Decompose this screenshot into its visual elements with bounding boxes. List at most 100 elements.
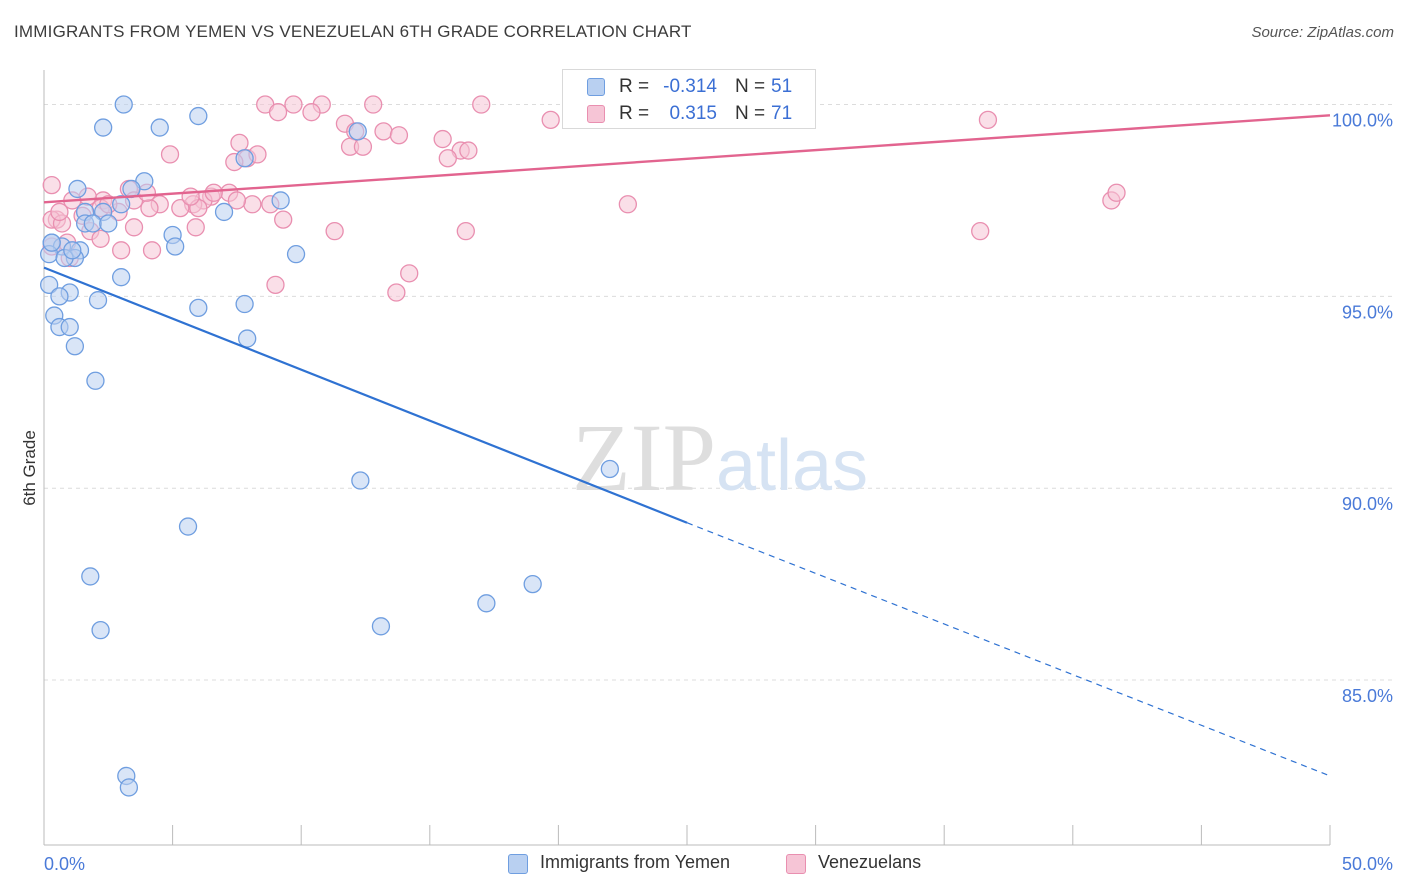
data-point	[438, 149, 457, 168]
data-point	[50, 202, 69, 222]
data-point	[114, 95, 133, 114]
x-tick-label: 0.0%	[44, 854, 85, 874]
data-point	[91, 229, 110, 248]
bottom-legend-label: Venezuelans	[818, 852, 922, 872]
data-point	[271, 191, 290, 210]
data-point	[978, 110, 998, 130]
chart-source: Source: ZipAtlas.com	[1251, 24, 1394, 41]
data-point	[42, 233, 61, 252]
y-tick-label: 90.0%	[1342, 494, 1393, 514]
trend-lines	[43, 114, 1331, 777]
data-point	[166, 237, 185, 256]
data-point	[50, 287, 69, 306]
data-point	[119, 778, 139, 797]
trend-line-yemen-extrapolated	[686, 522, 1331, 777]
n-label: N =	[735, 103, 766, 124]
data-point	[189, 106, 208, 126]
data-point	[204, 183, 223, 202]
data-point	[142, 241, 162, 260]
data-point	[235, 149, 254, 168]
data-point	[364, 95, 383, 114]
data-point	[374, 122, 393, 141]
chart-title: IMMIGRANTS FROM YEMEN VS VENEZUELAN 6TH …	[14, 22, 692, 41]
data-point	[459, 141, 478, 160]
data-point	[189, 298, 208, 318]
data-point	[348, 122, 367, 141]
data-point	[181, 187, 200, 206]
data-point	[178, 517, 198, 536]
data-point	[63, 241, 82, 260]
data-point	[302, 103, 321, 122]
data-point	[160, 145, 180, 164]
data-point	[39, 275, 59, 295]
data-point	[266, 275, 285, 295]
data-point	[171, 198, 190, 218]
y-tick-label: 100.0%	[1332, 111, 1393, 131]
data-point	[60, 317, 79, 337]
data-point	[274, 210, 293, 229]
data-point	[1107, 183, 1126, 202]
data-points	[39, 95, 1126, 797]
data-point	[124, 218, 144, 237]
data-point	[433, 129, 452, 149]
data-point	[472, 95, 491, 114]
data-point	[400, 264, 419, 283]
data-point	[523, 574, 542, 594]
data-point	[371, 617, 391, 636]
bottom-legend-label: Immigrants from Yemen	[540, 852, 731, 872]
data-point	[65, 337, 85, 356]
trend-line-yemen	[43, 266, 688, 524]
data-point	[286, 245, 306, 264]
n-value: 71	[771, 103, 793, 124]
data-point	[353, 137, 373, 156]
data-point	[83, 214, 103, 233]
data-point	[230, 133, 249, 153]
data-point	[456, 221, 475, 241]
data-point	[112, 195, 131, 214]
x-tick-label: 50.0%	[1342, 854, 1393, 874]
data-point	[268, 103, 288, 122]
legend-row-venezuelans: R = 0.315 N = 71	[563, 101, 815, 127]
r-label: R =	[619, 103, 650, 124]
data-point	[325, 221, 344, 241]
trend-line-venezuelans	[43, 114, 1331, 204]
data-point	[68, 179, 87, 199]
r-value: -0.314	[663, 76, 717, 97]
data-point	[351, 471, 370, 490]
correlation-legend: R = -0.314 N = 51 R = 0.315 N = 71	[562, 69, 816, 129]
gridlines	[44, 104, 1392, 681]
data-point	[600, 459, 619, 479]
data-point	[227, 191, 247, 210]
data-point	[150, 118, 169, 137]
data-point	[238, 329, 257, 348]
data-point	[243, 195, 262, 214]
data-point	[387, 283, 406, 302]
data-point	[284, 95, 303, 114]
data-point	[99, 214, 118, 233]
data-point	[91, 620, 110, 640]
data-point	[94, 118, 113, 137]
y-tick-label: 85.0%	[1342, 686, 1393, 706]
data-point	[140, 198, 159, 218]
r-label: R =	[619, 76, 650, 97]
data-point	[81, 567, 100, 586]
legend-row-yemen: R = -0.314 N = 51	[563, 74, 815, 100]
data-point	[112, 241, 131, 260]
r-value: 0.315	[669, 103, 717, 124]
data-point	[541, 110, 560, 130]
data-point	[214, 202, 234, 222]
watermark: ZIPatlas	[572, 404, 868, 511]
tick-labels: 100.0% 95.0% 90.0% 85.0% 0.0% 50.0%	[44, 111, 1393, 874]
data-point	[86, 371, 105, 390]
bottom-legend-swatch-yemen	[508, 854, 528, 874]
data-point	[42, 175, 61, 195]
data-point	[477, 594, 496, 613]
y-tick-label: 95.0%	[1342, 302, 1393, 322]
n-value: 51	[771, 76, 793, 97]
n-label: N =	[735, 76, 766, 97]
legend-swatch-venezuelans	[587, 105, 605, 123]
axes	[43, 70, 1331, 846]
bottom-legend-swatch-venezuelans	[786, 854, 806, 874]
legend-swatch-yemen	[587, 78, 605, 96]
